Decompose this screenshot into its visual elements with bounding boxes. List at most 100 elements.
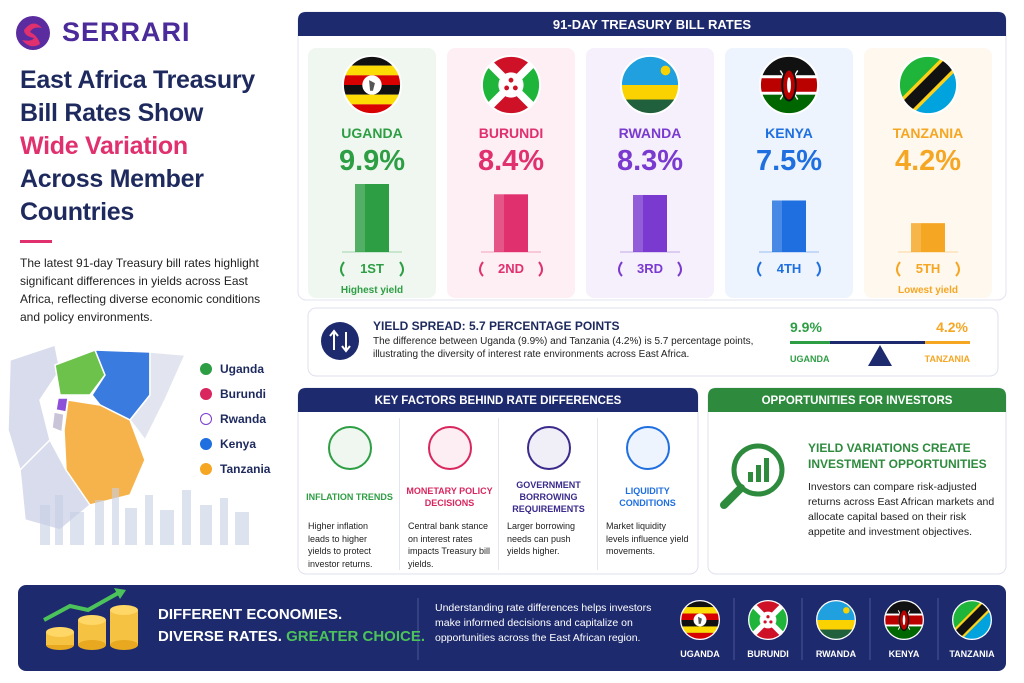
logo-mark bbox=[22, 23, 42, 47]
bar bbox=[911, 223, 945, 252]
factors-title: KEY FACTORS BEHIND RATE DIFFERENCES bbox=[375, 395, 622, 407]
spread-bar bbox=[925, 341, 970, 344]
footer-country: RWANDA bbox=[816, 649, 857, 659]
legend-dot bbox=[200, 412, 212, 425]
bar-shine bbox=[355, 184, 365, 252]
rank-note: Highest yield bbox=[341, 285, 403, 296]
title-line: Countries bbox=[20, 198, 134, 226]
legend-item: Burundi bbox=[200, 381, 270, 406]
spread-low: 4.2% bbox=[936, 319, 968, 335]
bar-shine bbox=[911, 223, 921, 252]
factor-text: Market liquidity levels influence yield … bbox=[606, 521, 689, 556]
country-card bbox=[308, 48, 436, 298]
bar-shine bbox=[633, 194, 643, 252]
flag bbox=[899, 56, 957, 114]
intro: The latest 91-day Treasury bill rates hi… bbox=[20, 256, 261, 324]
factors-header bbox=[298, 388, 698, 412]
footer-text: Understanding rate differences helps inv… bbox=[435, 602, 652, 644]
rank: 5TH bbox=[916, 261, 941, 276]
title-highlight: Wide Variation bbox=[20, 132, 188, 160]
magnifier-icon bbox=[720, 443, 785, 509]
factor: GOVERNMENT BORROWING REQUIREMENTS Larger … bbox=[498, 418, 598, 570]
country-name: BURUNDI bbox=[479, 125, 544, 141]
opportunities-heading: YIELD VARIATIONS CREATE INVESTMENT OPPOR… bbox=[808, 441, 987, 471]
legend-dot bbox=[200, 387, 212, 400]
footer-highlight: GREATER CHOICE. bbox=[286, 628, 425, 645]
legend-dot bbox=[200, 437, 212, 450]
legend-item: Kenya bbox=[200, 431, 270, 456]
laurel bbox=[618, 261, 682, 277]
flag bbox=[953, 601, 992, 640]
title-line: Across Member bbox=[20, 165, 204, 193]
factor: LIQUIDITY CONDITIONS Market liquidity lev… bbox=[597, 418, 697, 570]
flag bbox=[681, 601, 720, 640]
flag bbox=[885, 601, 924, 640]
spread-bar bbox=[830, 341, 925, 344]
rank: 2ND bbox=[498, 261, 524, 276]
country-card bbox=[864, 48, 992, 298]
legend-item: Uganda bbox=[200, 356, 270, 381]
spread-arrows bbox=[329, 329, 351, 353]
rank: 4TH bbox=[777, 261, 802, 276]
title-line: Bill Rates Show bbox=[20, 99, 204, 127]
footer-line: DIVERSE RATES. bbox=[158, 628, 282, 645]
bar-shine bbox=[772, 200, 782, 252]
spread-country: UGANDA bbox=[790, 354, 830, 364]
factor-icon bbox=[625, 426, 670, 470]
spread-box bbox=[307, 307, 999, 377]
flag bbox=[482, 56, 540, 114]
flag bbox=[760, 56, 818, 114]
bar bbox=[772, 200, 806, 252]
footer-country: BURUNDI bbox=[747, 649, 789, 659]
fulcrum bbox=[868, 345, 892, 366]
factor-text: Larger borrowing needs can push yields h… bbox=[507, 521, 576, 556]
country-card bbox=[447, 48, 575, 298]
laurel bbox=[757, 261, 821, 277]
bar bbox=[633, 194, 667, 252]
legend-item: Tanzania bbox=[200, 456, 270, 481]
factor-text: Higher inflation leads to higher yields … bbox=[308, 521, 373, 569]
value-label: 4.2% bbox=[895, 145, 961, 177]
factor-icon bbox=[327, 426, 372, 470]
factor-title: GOVERNMENT BORROWING REQUIREMENTS bbox=[512, 480, 585, 514]
legend-label: Tanzania bbox=[220, 461, 271, 476]
laurel bbox=[479, 261, 543, 277]
flag bbox=[621, 56, 679, 114]
title-line: East Africa Treasury bbox=[20, 66, 255, 94]
bar bbox=[494, 194, 528, 252]
flag bbox=[343, 56, 401, 114]
value-label: 7.5% bbox=[756, 145, 822, 177]
rank-note: Lowest yield bbox=[898, 285, 958, 296]
spread-title: YIELD SPREAD: 5.7 PERCENTAGE POINTS bbox=[373, 319, 620, 333]
country-name: TANZANIA bbox=[893, 125, 964, 141]
country-name: KENYA bbox=[765, 125, 813, 141]
opportunities-header bbox=[708, 388, 1006, 412]
rates-header bbox=[298, 12, 1006, 36]
legend-label: Burundi bbox=[220, 386, 266, 401]
brand: SERRARI bbox=[62, 17, 191, 47]
factor: INFLATION TRENDS Higher inflation leads t… bbox=[300, 418, 399, 570]
factor-icon bbox=[427, 426, 472, 470]
spread-high: 9.9% bbox=[790, 319, 822, 335]
factor-text: Central bank stance on interest rates im… bbox=[408, 521, 491, 569]
factor-icon bbox=[526, 426, 571, 470]
country-name: UGANDA bbox=[341, 125, 402, 141]
country-card bbox=[586, 48, 714, 298]
rank: 3RD bbox=[637, 261, 663, 276]
factor: MONETARY POLICY DECISIONS Central bank st… bbox=[399, 418, 499, 570]
skyline bbox=[40, 488, 249, 545]
map-legend: Uganda Burundi Rwanda Kenya Tanzania bbox=[200, 356, 270, 481]
legend-label: Uganda bbox=[220, 361, 265, 376]
footer-country: UGANDA bbox=[680, 649, 720, 659]
laurel bbox=[340, 261, 404, 277]
factor-title: LIQUIDITY CONDITIONS bbox=[619, 486, 676, 508]
value-label: 9.9% bbox=[339, 145, 405, 177]
legend-dot bbox=[200, 362, 212, 375]
footer-country: KENYA bbox=[889, 649, 920, 659]
country-name: RWANDA bbox=[619, 125, 682, 141]
footer-country: TANZANIA bbox=[949, 649, 995, 659]
spread-bar bbox=[790, 341, 830, 344]
factor-title: MONETARY POLICY DECISIONS bbox=[406, 486, 493, 508]
accent-rule bbox=[20, 240, 52, 243]
